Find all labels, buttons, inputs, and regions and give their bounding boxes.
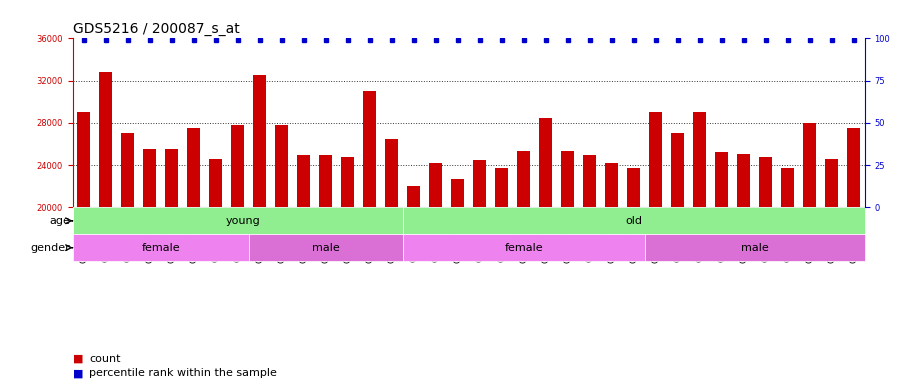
- Bar: [759, 157, 773, 384]
- Bar: [99, 72, 112, 384]
- Bar: [341, 157, 354, 384]
- Bar: [737, 154, 750, 384]
- Bar: [671, 134, 684, 384]
- Text: count: count: [89, 354, 121, 364]
- Bar: [297, 155, 310, 384]
- Bar: [402, 207, 864, 234]
- Bar: [275, 125, 288, 384]
- Bar: [430, 163, 442, 384]
- Bar: [231, 125, 244, 384]
- Text: young: young: [226, 216, 260, 226]
- Bar: [627, 168, 641, 384]
- Text: GDS5216 / 200087_s_at: GDS5216 / 200087_s_at: [73, 22, 239, 36]
- Bar: [803, 123, 816, 384]
- Bar: [495, 168, 509, 384]
- Bar: [561, 151, 574, 384]
- Text: ■: ■: [73, 368, 84, 378]
- Bar: [248, 234, 402, 261]
- Text: gender: gender: [31, 243, 71, 253]
- Bar: [825, 159, 838, 384]
- Text: age: age: [50, 216, 71, 226]
- Bar: [539, 118, 552, 384]
- Text: old: old: [625, 216, 642, 226]
- Bar: [385, 139, 399, 384]
- Text: female: female: [504, 243, 543, 253]
- Bar: [693, 112, 706, 384]
- Bar: [407, 186, 420, 384]
- Bar: [253, 75, 267, 384]
- Text: female: female: [141, 243, 180, 253]
- Bar: [644, 234, 864, 261]
- Text: percentile rank within the sample: percentile rank within the sample: [89, 368, 277, 378]
- Bar: [166, 149, 178, 384]
- Bar: [143, 149, 157, 384]
- Bar: [473, 160, 486, 384]
- Bar: [649, 112, 662, 384]
- Bar: [402, 234, 644, 261]
- Text: male: male: [312, 243, 339, 253]
- Bar: [209, 159, 222, 384]
- Bar: [715, 152, 728, 384]
- Bar: [77, 112, 90, 384]
- Bar: [847, 128, 860, 384]
- Bar: [363, 91, 377, 384]
- Bar: [583, 155, 596, 384]
- Bar: [605, 163, 618, 384]
- Bar: [73, 207, 402, 234]
- Text: male: male: [741, 243, 768, 253]
- Bar: [187, 128, 200, 384]
- Bar: [781, 168, 794, 384]
- Bar: [319, 155, 332, 384]
- Bar: [73, 234, 248, 261]
- Bar: [517, 151, 531, 384]
- Bar: [451, 179, 464, 384]
- Bar: [121, 134, 135, 384]
- Text: ■: ■: [73, 354, 84, 364]
